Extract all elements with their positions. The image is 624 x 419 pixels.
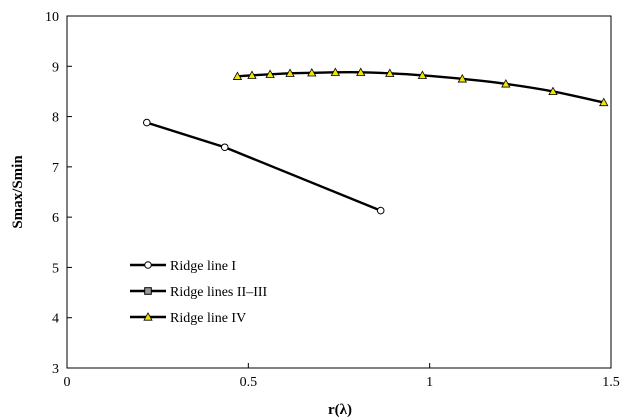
legend-entry: Ridge line I [130, 259, 236, 274]
legend: Ridge line I Ridge lines II–III Ridge line… [130, 259, 268, 326]
y-tick-label: 7 [52, 161, 59, 176]
x-tick-label: 0.5 [240, 375, 258, 390]
series-3-point [417, 70, 428, 79]
x-tick-label: 1.5 [602, 375, 620, 390]
legend-marker [144, 287, 152, 295]
y-tick-label: 5 [52, 261, 59, 276]
y-tick-label: 4 [52, 312, 59, 327]
legend-entry: Ridge lines II–III [130, 285, 268, 300]
series-1-point [220, 143, 229, 152]
y-tick-label: 10 [45, 10, 59, 25]
legend-label: Ridge line I [170, 259, 236, 274]
series-3-point [330, 67, 341, 76]
legend-entry: Ridge line IV [130, 311, 246, 326]
series-1-point [376, 206, 385, 215]
series-3-point [548, 86, 558, 96]
x-tick-label: 1 [426, 375, 433, 390]
series-3-point [599, 97, 609, 107]
series-3-point [385, 68, 395, 77]
x-axis-title: r(λ) [328, 402, 352, 418]
series-layer [142, 67, 609, 215]
series-3-point [285, 68, 295, 77]
series-3-point [457, 74, 467, 83]
legend-marker [143, 312, 153, 321]
legend-label: Ridge line IV [170, 311, 246, 326]
y-axis-title: Smax/Smin [10, 155, 26, 229]
series-3-point [356, 67, 366, 76]
series-3-point [247, 70, 257, 79]
plot-frame [66, 15, 612, 369]
y-tick-label: 3 [52, 362, 59, 377]
y-tick-label: 6 [52, 211, 59, 226]
legend-label: Ridge lines II–III [170, 285, 268, 300]
legend-marker [144, 261, 152, 269]
axes: 0 0.5 1 1.5 3 4 5 6 7 8 9 10 [45, 10, 620, 390]
series-line-1 [146, 121, 382, 212]
series-3-point [501, 79, 511, 88]
series-1-point [142, 118, 151, 127]
x-tick-label: 0 [64, 375, 71, 390]
plot-area [66, 15, 612, 369]
y-tick-label: 9 [52, 60, 59, 75]
y-tick-label: 8 [52, 111, 59, 126]
series-3-point [232, 71, 243, 80]
series-3-point [265, 69, 275, 78]
series-3-point [307, 67, 317, 77]
